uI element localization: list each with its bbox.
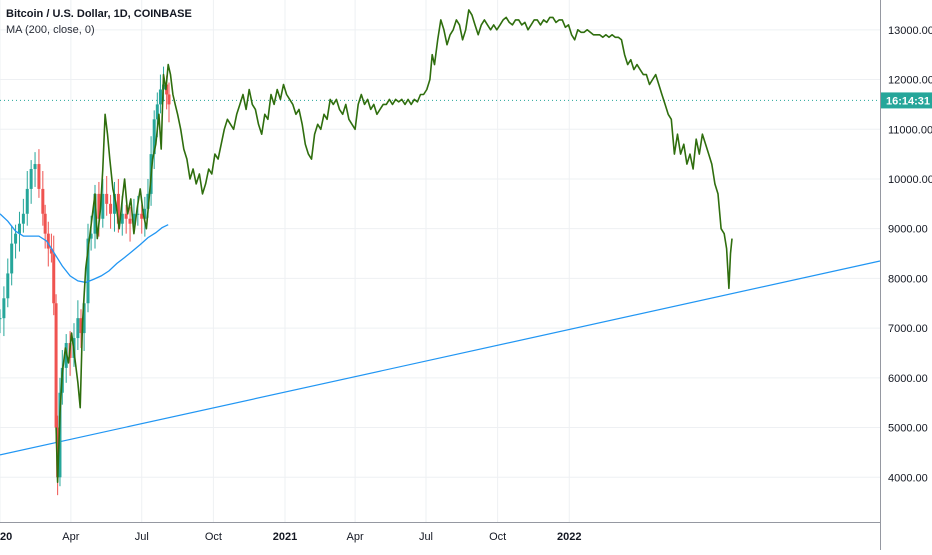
candle-body	[89, 233, 93, 239]
time-tick-label: 2022	[557, 531, 581, 543]
candle-body	[0, 318, 2, 320]
candle-body	[140, 213, 144, 219]
candle-body	[155, 104, 159, 120]
candle-body	[2, 298, 6, 319]
candle-body	[25, 188, 29, 214]
candle-body	[152, 119, 156, 155]
trendline[interactable]	[0, 260, 881, 456]
candle-body	[79, 318, 83, 334]
price-tick-label: 6000.00	[888, 373, 928, 385]
price-tick-label: 13000.00	[888, 25, 932, 37]
time-axis[interactable]	[0, 522, 880, 550]
candle-body	[14, 233, 18, 244]
candle-body	[49, 248, 53, 254]
candle-body	[105, 193, 109, 204]
symbol-title: Bitcoin / U.S. Dollar, 1D, COINBASE	[6, 8, 192, 20]
time-tick-label: Jul	[135, 531, 149, 543]
time-tick-label: 2020	[0, 531, 12, 543]
candle-body	[101, 193, 105, 219]
price-tick-label: 4000.00	[888, 472, 928, 484]
time-tick-label: Apr	[347, 531, 364, 543]
candle-body	[146, 193, 150, 209]
candle-body	[56, 427, 60, 478]
candle-body	[37, 164, 41, 189]
current-price-time: 16:14:31	[886, 95, 930, 107]
candle-body	[10, 243, 14, 274]
candle-body	[46, 233, 50, 249]
candle-body	[143, 208, 147, 219]
candle-body	[21, 213, 25, 224]
candle-body	[41, 188, 45, 214]
price-tick-label: 10000.00	[888, 174, 932, 186]
candle-body	[167, 94, 171, 105]
price-tick-label: 12000.00	[888, 75, 932, 87]
candle-body	[6, 273, 10, 299]
candle-body	[136, 213, 140, 215]
candle-body	[97, 193, 101, 219]
candle-body	[112, 193, 116, 214]
candle-body	[17, 223, 21, 234]
candle-body	[76, 318, 80, 339]
candle-body	[120, 213, 124, 224]
ma-line	[0, 213, 169, 284]
ma-indicator-label: MA (200, close, 0)	[6, 24, 95, 36]
candle-body	[93, 193, 97, 234]
candle-body	[29, 169, 33, 189]
time-tick-label: Apr	[62, 531, 79, 543]
candle-body	[124, 213, 128, 219]
candle-body	[132, 213, 136, 224]
candle-body	[52, 253, 56, 304]
candle-body	[54, 303, 58, 428]
time-tick-label: 2021	[273, 531, 297, 543]
candle-body	[158, 89, 162, 105]
projection-path[interactable]	[55, 9, 733, 484]
time-tick-label: Oct	[205, 531, 222, 543]
price-axis[interactable]	[880, 0, 932, 550]
candle-body	[82, 303, 86, 334]
price-tick-label: 8000.00	[888, 273, 928, 285]
candle-body	[128, 218, 132, 224]
candle-body	[116, 193, 120, 224]
price-tick-label: 5000.00	[888, 423, 928, 435]
current-price-badge	[881, 92, 932, 109]
legend: Bitcoin / U.S. Dollar, 1D, COINBASE MA (…	[6, 6, 192, 38]
price-tick-label: 11000.00	[888, 124, 932, 136]
price-tick-label: 9000.00	[888, 224, 928, 236]
candle-body	[33, 164, 37, 170]
candle-body	[86, 238, 90, 304]
time-tick-label: Oct	[489, 531, 506, 543]
candle-body	[43, 213, 47, 234]
price-tick-label: 7000.00	[888, 323, 928, 335]
time-tick-label: Jul	[419, 531, 433, 543]
candle-body	[109, 203, 113, 214]
